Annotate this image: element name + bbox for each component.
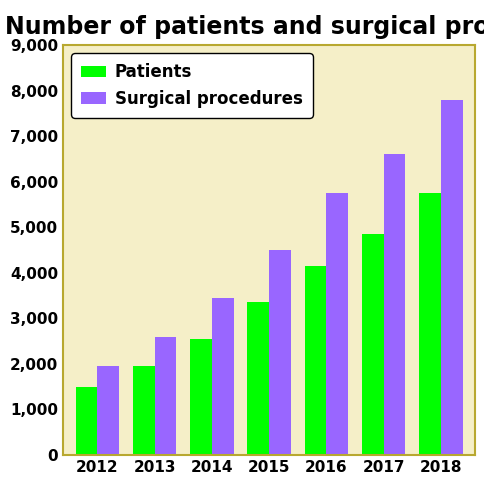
Bar	[154, 336, 176, 455]
Text: Number of patients and surgical procedures: Number of patients and surgical procedur…	[5, 15, 484, 39]
Bar	[361, 234, 383, 455]
Bar	[440, 100, 462, 455]
Bar	[269, 250, 290, 455]
Bar	[304, 266, 326, 455]
Legend: Patients, Surgical procedures: Patients, Surgical procedures	[71, 54, 312, 118]
Bar	[212, 298, 233, 455]
Bar	[418, 193, 440, 455]
Bar	[133, 366, 154, 455]
Bar	[190, 339, 212, 455]
Bar	[247, 302, 269, 455]
Bar	[76, 386, 97, 455]
Bar	[97, 366, 119, 455]
Bar	[326, 193, 348, 455]
Bar	[383, 154, 405, 455]
